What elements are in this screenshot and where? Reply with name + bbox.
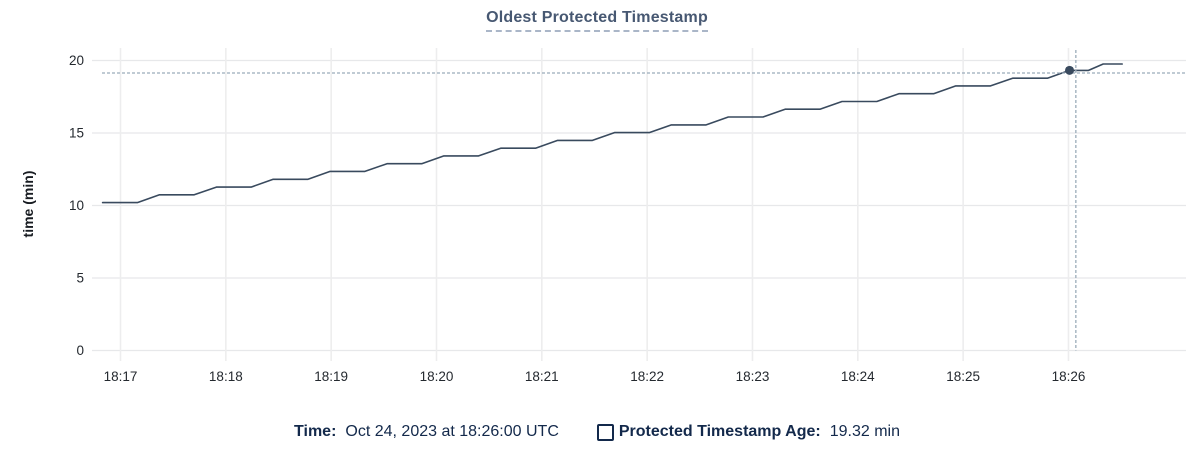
x-tick-label: 18:17 <box>104 369 138 384</box>
legend-time-item: Time: Oct 24, 2023 at 18:26:00 UTC <box>294 423 559 441</box>
x-tick-label: 18:25 <box>946 369 980 384</box>
hover-point-dot <box>1065 65 1075 75</box>
y-tick-label: 10 <box>69 198 84 213</box>
legend-series-item: Protected Timestamp Age: 19.32 min <box>596 423 900 441</box>
y-axis-label: time (min) <box>20 171 36 238</box>
x-tick-label: 18:23 <box>736 369 770 384</box>
legend-time-value: Oct 24, 2023 at 18:26:00 UTC <box>345 423 559 440</box>
legend-time-label: Time: <box>294 423 337 440</box>
y-tick-label: 0 <box>76 343 84 358</box>
series-line-protected-timestamp-age <box>101 63 1123 204</box>
chart-title[interactable]: Oldest Protected Timestamp <box>486 9 708 32</box>
chart-title-row: Oldest Protected Timestamp <box>0 9 1194 32</box>
y-tick-label: 15 <box>69 126 84 141</box>
x-tick-label: 18:20 <box>420 369 454 384</box>
x-tick-label: 18:21 <box>525 369 559 384</box>
x-tick-label: 18:22 <box>630 369 664 384</box>
plot-area[interactable]: time (min) 0 5 10 15 20 18:17 18:18 18:19 18:20 1… <box>0 0 1194 400</box>
legend-series-label: Protected Timestamp Age: <box>618 423 821 440</box>
x-tick-label: 18:24 <box>841 369 875 384</box>
x-tick-label: 18:19 <box>314 369 348 384</box>
y-tick-label: 5 <box>76 271 84 286</box>
x-tick-label: 18:26 <box>1052 369 1086 384</box>
hover-legend: Time: Oct 24, 2023 at 18:26:00 UTC Protec… <box>0 423 1194 441</box>
series-legend-checkbox[interactable] <box>596 423 614 441</box>
legend-series-value: 19.32 min <box>829 423 900 440</box>
y-tick-label: 20 <box>69 53 84 68</box>
x-tick-label: 18:18 <box>209 369 243 384</box>
